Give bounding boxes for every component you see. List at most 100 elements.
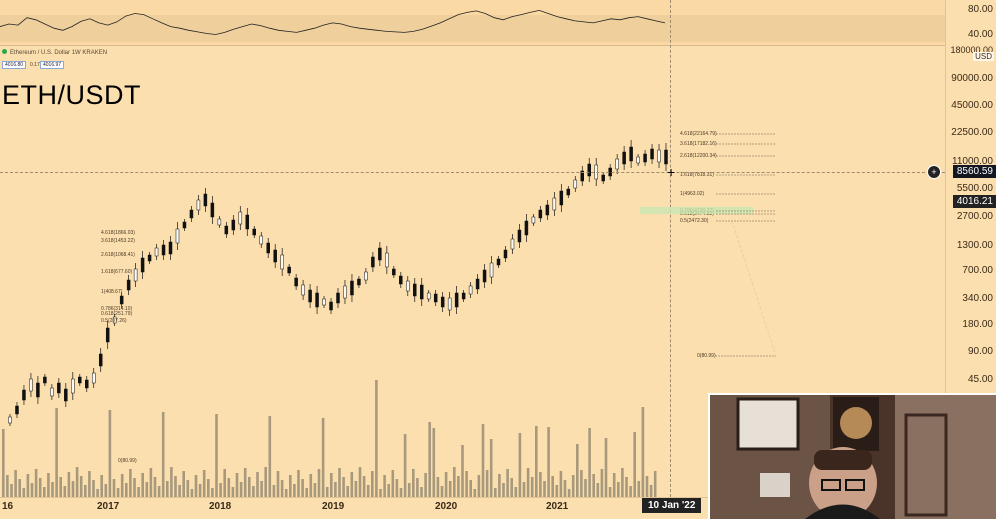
fib-golden-zone [640,207,753,214]
candle-body [643,153,647,163]
volume-bar [465,471,468,497]
volume-bar [469,480,472,497]
volume-bar [592,474,595,497]
rsi-pane[interactable] [0,0,945,46]
volume-bar [215,414,218,497]
candle-body [315,292,319,308]
candle-body [71,378,75,394]
symbol-info[interactable]: Ethereum / U.S. Dollar 1W KRAKEN [2,49,107,56]
price-axis-label: 90.00 [967,346,993,357]
candle-body [489,262,494,278]
candle-body [85,379,89,389]
candle-body [545,204,550,216]
volume-bar [530,477,534,497]
volume-bar [276,471,280,497]
volume-bar [481,424,485,497]
candle-body [196,199,201,211]
volume-bar [84,485,87,497]
price-axis-label: 1300.00 [956,240,993,251]
candle-body [161,244,166,256]
volume-bar [362,476,366,497]
candle-body [587,163,591,177]
candle-body [364,271,368,281]
webcam-overlay [708,393,996,519]
candle-body [112,316,117,324]
volume-bar [166,481,169,497]
volume-bar [633,432,636,497]
volume-bar [38,478,42,497]
bid-chip[interactable]: 4016.80 [2,61,27,69]
candle-body [392,268,396,276]
volume-bar [473,489,477,497]
candle-body [399,275,403,285]
time-label-2019: 2019 [322,501,345,512]
candle-body [482,269,487,283]
volume-bar [51,482,54,497]
candle-body [552,197,557,211]
volume-bar [608,487,612,497]
candle-body [301,284,305,296]
price-axis-label: 180.00 [962,319,993,330]
currency-label[interactable]: USD [973,52,994,61]
volume-bar [260,481,263,497]
volume-bar [104,484,108,497]
volume-bar [125,483,128,497]
volume-bar [137,487,140,497]
volume-bar [375,380,378,497]
volume-bar [547,427,550,497]
candle-body [601,174,605,182]
fib-right-level: 1.618(7818.31) [680,172,714,178]
candle-body [517,229,522,243]
ask-chip[interactable]: 4016.97 [40,61,65,69]
volume-bar [629,486,632,497]
volume-bar [18,479,21,497]
volume-bar [280,480,284,497]
webcam-image [710,395,996,519]
volume-bar [55,408,58,497]
crosshair-plus-icon: + [667,164,676,180]
volume-bar [34,469,38,497]
candle-body [98,353,103,367]
candle-body [280,254,284,270]
candle-body [440,296,445,308]
volume-bar [325,487,329,497]
candle-body [252,228,257,236]
candle-body [636,156,640,164]
volume-bar [63,486,67,497]
volume-bar [178,485,181,497]
volume-bar [354,481,358,497]
candle-body [650,148,654,160]
volume-bar [539,472,542,497]
volume-bar [506,469,509,497]
volume-bar [412,469,415,497]
price-axis-label: 340.00 [962,293,993,304]
volume-bar [567,489,571,497]
volume-bar [211,488,214,497]
volume-bar [338,468,341,497]
price-axis-label: 700.00 [962,265,993,276]
candle-body [503,249,508,259]
main-chart-pane[interactable] [0,46,945,497]
volume-bar [645,476,649,497]
candle-body [343,285,347,299]
volume-bar [293,484,296,497]
volume-bar [182,471,185,497]
candle-body [357,278,361,286]
price-axis-label: 22500.00 [951,127,993,138]
fib-trend-line [731,220,777,357]
candle-body [496,258,501,266]
candle-body [406,280,410,292]
add-alert-button[interactable]: + [927,165,941,179]
price-axis-label: 11000.00 [952,156,993,167]
volume-bar [383,475,386,497]
candle-body [615,158,619,170]
fib-left-level: 4.618(1866.03) [101,230,135,236]
candle-body [426,292,431,300]
volume-bar [198,484,202,497]
fib-right-level: 2.618(12200.34) [680,153,717,159]
price-axis-label: 45.00 [967,374,993,385]
candle-body [538,209,543,219]
volume-bar [621,468,624,497]
volume-bar [522,482,526,497]
volume-bar [555,485,559,497]
